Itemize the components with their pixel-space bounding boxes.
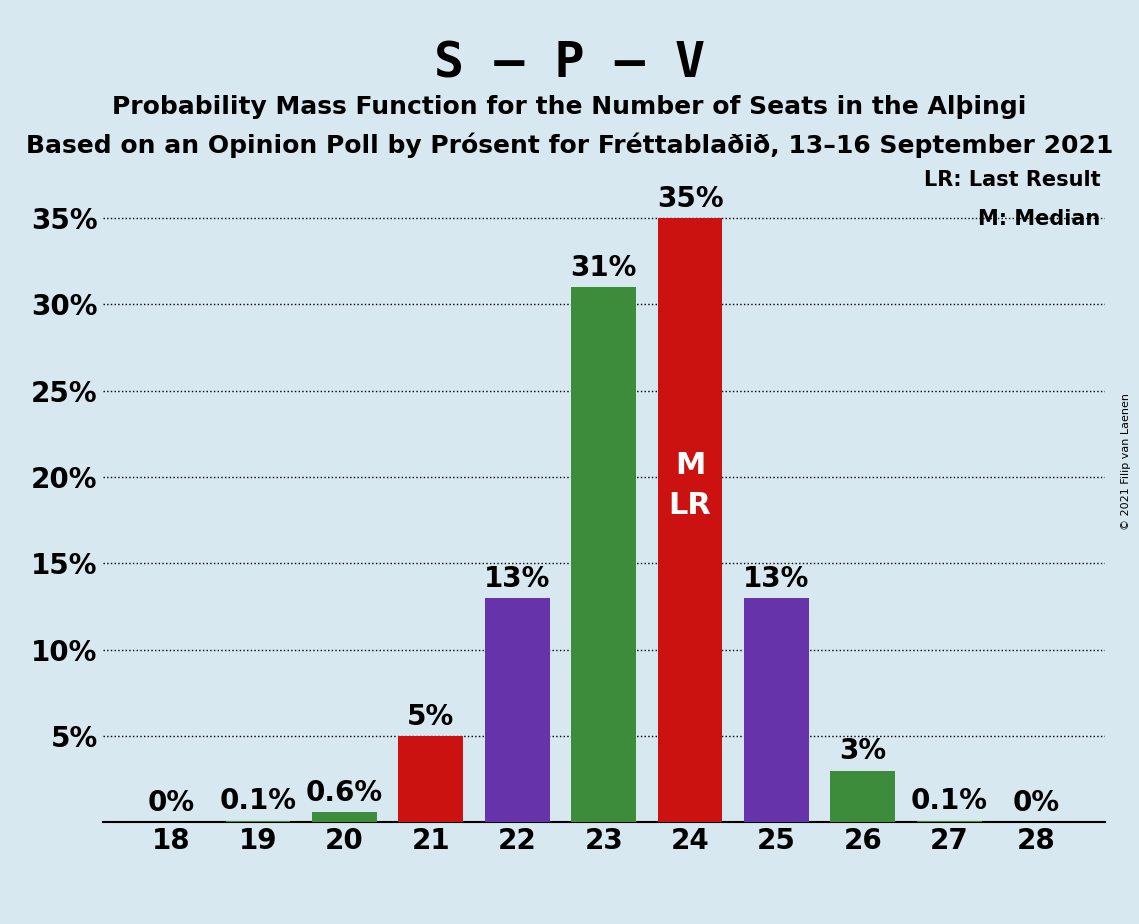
Bar [917,821,982,822]
Text: M: Median: M: Median [978,210,1100,229]
Bar [744,598,809,822]
Text: 0%: 0% [148,789,195,817]
Text: 13%: 13% [744,565,810,593]
Text: 31%: 31% [571,254,637,282]
Bar [399,736,464,822]
Text: Based on an Opinion Poll by Prósent for Fréttablaðið, 13–16 September 2021: Based on an Opinion Poll by Prósent for … [26,132,1113,158]
Text: 3%: 3% [839,737,886,765]
Text: Probability Mass Function for the Number of Seats in the Alþingi: Probability Mass Function for the Number… [113,95,1026,119]
Bar [572,287,636,822]
Bar [830,771,895,822]
Text: 35%: 35% [657,185,723,213]
Text: 0.6%: 0.6% [306,779,383,807]
Bar [226,821,290,822]
Text: 0%: 0% [1013,789,1059,817]
Bar [657,218,722,822]
Text: 0.1%: 0.1% [911,787,988,816]
Bar [312,812,377,822]
Text: LR: Last Result: LR: Last Result [924,170,1100,189]
Bar [485,598,550,822]
Text: S – P – V: S – P – V [434,40,705,88]
Text: M
LR: M LR [669,451,712,520]
Text: © 2021 Filip van Laenen: © 2021 Filip van Laenen [1121,394,1131,530]
Text: 5%: 5% [408,703,454,731]
Text: 0.1%: 0.1% [220,787,296,816]
Text: 13%: 13% [484,565,550,593]
